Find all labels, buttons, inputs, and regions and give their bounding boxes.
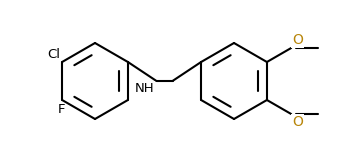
Text: Cl: Cl (47, 48, 60, 61)
Text: O: O (292, 33, 303, 47)
Text: F: F (57, 103, 65, 116)
Text: NH: NH (135, 82, 155, 95)
Text: O: O (292, 115, 303, 129)
